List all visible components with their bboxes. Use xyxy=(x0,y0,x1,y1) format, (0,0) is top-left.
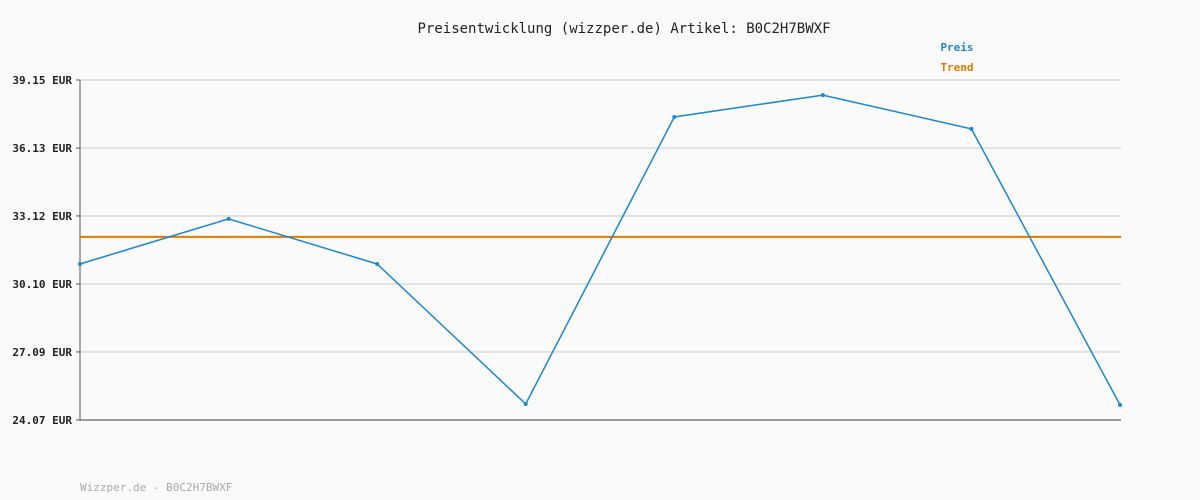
y-tick-label: 30.10 EUR xyxy=(12,278,72,291)
data-point xyxy=(226,216,231,221)
data-point xyxy=(969,126,974,131)
chart-title: Preisentwicklung (wizzper.de) Artikel: B… xyxy=(417,21,830,37)
footer-text: Wizzper.de - B0C2H7BWXF xyxy=(80,481,232,494)
y-tick-label: 27.09 EUR xyxy=(12,346,72,359)
data-point xyxy=(1118,402,1122,407)
data-point xyxy=(820,93,825,98)
data-point xyxy=(375,261,380,266)
data-point xyxy=(672,114,677,119)
y-tick-label: 39.15 EUR xyxy=(12,74,72,87)
legend-preis: Preis xyxy=(940,41,973,54)
series-line-preis xyxy=(79,94,1121,406)
data-point xyxy=(78,261,82,266)
data-point xyxy=(523,401,528,406)
legend-trend: Trend xyxy=(940,61,973,74)
y-tick-label: 36.13 EUR xyxy=(12,142,72,155)
y-tick-label: 33.12 EUR xyxy=(12,210,72,223)
y-tick-label: 24.07 EUR xyxy=(12,414,72,427)
